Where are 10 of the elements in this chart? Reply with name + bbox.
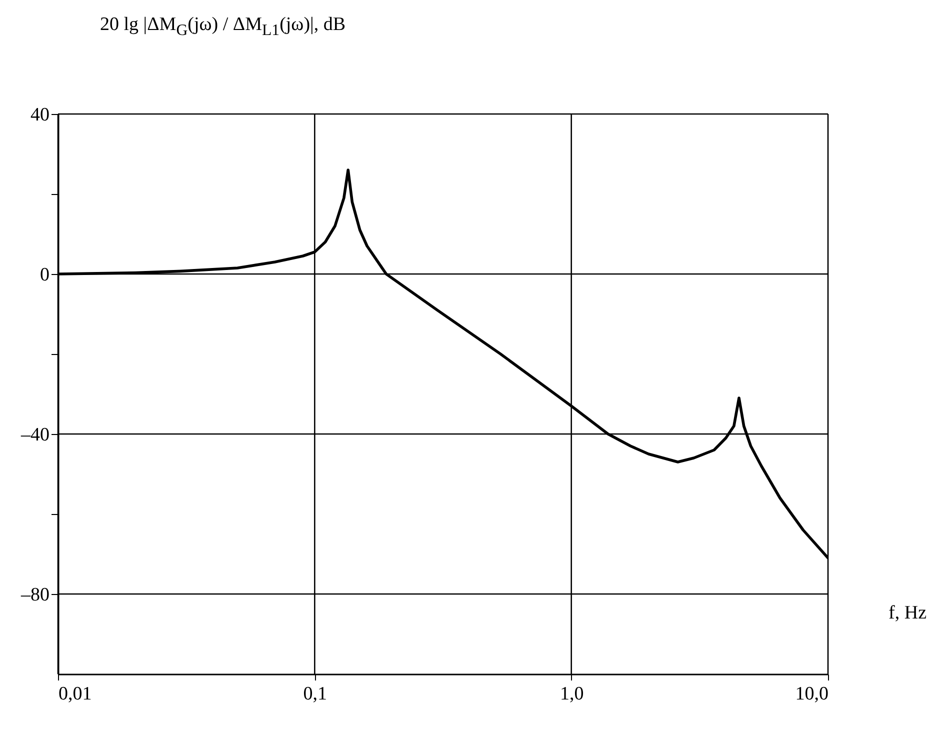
- y-tick-label: 40: [30, 104, 50, 126]
- y-tick-label: –40: [20, 424, 50, 446]
- x-tick-label: 10,0: [795, 684, 828, 704]
- x-tick-label: 1,0: [560, 684, 584, 704]
- y-tick-label: –80: [20, 584, 50, 606]
- y-tick-label: 0: [40, 264, 50, 286]
- x-tick-label: 0,01: [58, 684, 92, 704]
- x-tick-label: 0,1: [303, 684, 328, 704]
- y-axis-title: 20 lg |ΔM$_{G}$(jω) / ΔM$_{L1}$(jω)|, dB: [100, 14, 346, 40]
- x-axis-title: f, Hz: [888, 602, 926, 624]
